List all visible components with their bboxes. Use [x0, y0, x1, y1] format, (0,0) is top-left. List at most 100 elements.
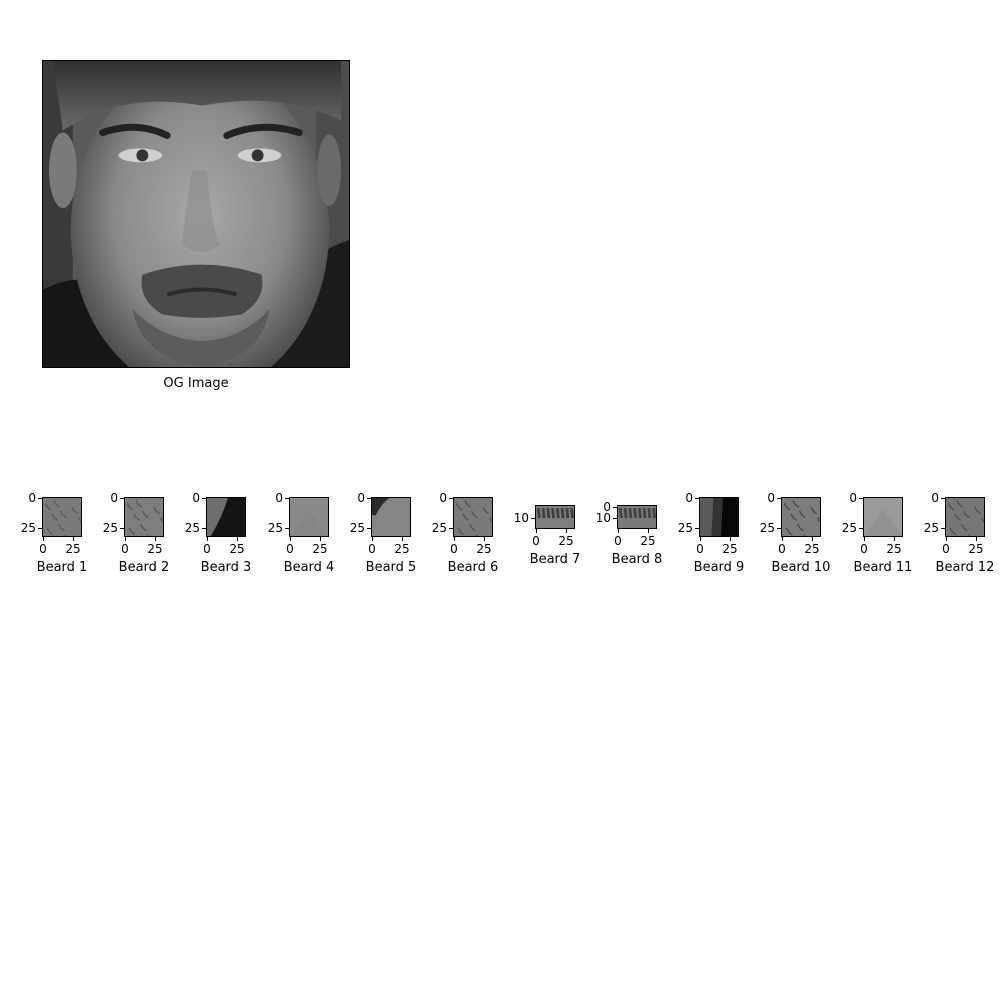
y-tick	[285, 528, 289, 529]
beard-patch-image	[863, 497, 903, 537]
x-tick	[372, 537, 373, 541]
y-tick	[941, 498, 945, 499]
beard-patch-graphic	[946, 498, 984, 536]
x-tick	[484, 537, 485, 541]
beard-patch-graphic	[700, 498, 738, 536]
y-tick-label: 25	[349, 521, 365, 535]
x-tick	[43, 537, 44, 541]
x-tick	[894, 537, 895, 541]
y-tick-label: 25	[677, 521, 693, 535]
beard-patch-graphic	[536, 506, 574, 528]
x-tick-label: 0	[450, 542, 458, 556]
y-tick-label: 25	[759, 521, 775, 535]
beard-patch-caption: Beard 1	[36, 560, 88, 575]
x-tick-label: 25	[394, 542, 410, 556]
y-tick-label: 0	[110, 491, 118, 505]
y-tick	[859, 498, 863, 499]
beard-patch-image	[206, 497, 246, 537]
y-tick-label: 25	[102, 521, 118, 535]
x-tick	[207, 537, 208, 541]
x-tick-label: 25	[804, 542, 820, 556]
x-tick	[454, 537, 455, 541]
y-tick	[367, 498, 371, 499]
x-tick	[566, 529, 567, 533]
y-tick	[202, 528, 206, 529]
x-tick	[290, 537, 291, 541]
x-tick	[812, 537, 813, 541]
beard-patch-caption: Beard 2	[118, 560, 170, 575]
y-tick-label: 0	[931, 491, 939, 505]
y-tick	[449, 498, 453, 499]
beard-patch-caption: Beard 4	[283, 560, 335, 575]
beard-patch-graphic	[618, 506, 656, 528]
y-tick	[120, 528, 124, 529]
y-tick	[941, 528, 945, 529]
x-tick-label: 0	[203, 542, 211, 556]
x-tick	[536, 529, 537, 533]
y-tick-label: 25	[923, 521, 939, 535]
beard-patch-graphic	[43, 498, 81, 536]
y-tick	[38, 498, 42, 499]
x-tick	[946, 537, 947, 541]
x-tick-label: 0	[532, 534, 540, 548]
beard-patch-image	[289, 497, 329, 537]
y-tick-label: 25	[431, 521, 447, 535]
x-tick	[73, 537, 74, 541]
y-tick	[38, 528, 42, 529]
y-tick	[285, 498, 289, 499]
beard-patch-image	[124, 497, 164, 537]
beard-patch-graphic	[372, 498, 410, 536]
beard-patch-graphic	[290, 498, 328, 536]
beard-patch-caption: Beard 8	[611, 552, 663, 567]
y-tick-label: 25	[841, 521, 857, 535]
y-tick-label: 0	[192, 491, 200, 505]
beard-patch-image	[371, 497, 411, 537]
x-tick	[402, 537, 403, 541]
x-tick-label: 0	[121, 542, 129, 556]
x-tick	[125, 537, 126, 541]
beard-patch-caption: Beard 12	[935, 560, 995, 575]
y-tick-label: 0	[685, 491, 693, 505]
og-image-caption: OG Image	[163, 376, 229, 391]
y-tick-label: 10	[513, 511, 529, 525]
x-tick-label: 25	[722, 542, 738, 556]
x-tick	[730, 537, 731, 541]
y-tick-label: 25	[20, 521, 36, 535]
y-tick-label: 25	[267, 521, 283, 535]
x-tick-label: 0	[942, 542, 950, 556]
y-tick	[777, 498, 781, 499]
og-image-panel	[42, 60, 350, 368]
y-tick	[367, 528, 371, 529]
y-tick	[531, 518, 535, 519]
y-tick-label: 0	[28, 491, 36, 505]
x-tick	[648, 529, 649, 533]
x-tick	[155, 537, 156, 541]
x-tick-label: 25	[558, 534, 574, 548]
beard-patch-graphic	[864, 498, 902, 536]
x-tick-label: 0	[286, 542, 294, 556]
y-tick	[695, 528, 699, 529]
x-tick-label: 0	[860, 542, 868, 556]
x-tick-label: 25	[147, 542, 163, 556]
beard-patch-image	[453, 497, 493, 537]
x-tick	[976, 537, 977, 541]
x-tick-label: 25	[65, 542, 81, 556]
x-tick	[700, 537, 701, 541]
y-tick-label: 0	[767, 491, 775, 505]
beard-patch-caption: Beard 7	[529, 552, 581, 567]
y-tick-label: 0	[275, 491, 283, 505]
y-tick	[859, 528, 863, 529]
x-tick	[782, 537, 783, 541]
x-tick-label: 25	[312, 542, 328, 556]
x-tick-label: 0	[778, 542, 786, 556]
x-tick	[864, 537, 865, 541]
beard-patch-image	[535, 505, 575, 529]
x-tick-label: 0	[368, 542, 376, 556]
beard-patch-graphic	[454, 498, 492, 536]
beard-patch-caption: Beard 11	[853, 560, 913, 575]
beard-patch-caption: Beard 6	[447, 560, 499, 575]
x-tick-label: 0	[614, 534, 622, 548]
y-tick-label: 10	[595, 511, 611, 525]
beard-patch-image	[945, 497, 985, 537]
